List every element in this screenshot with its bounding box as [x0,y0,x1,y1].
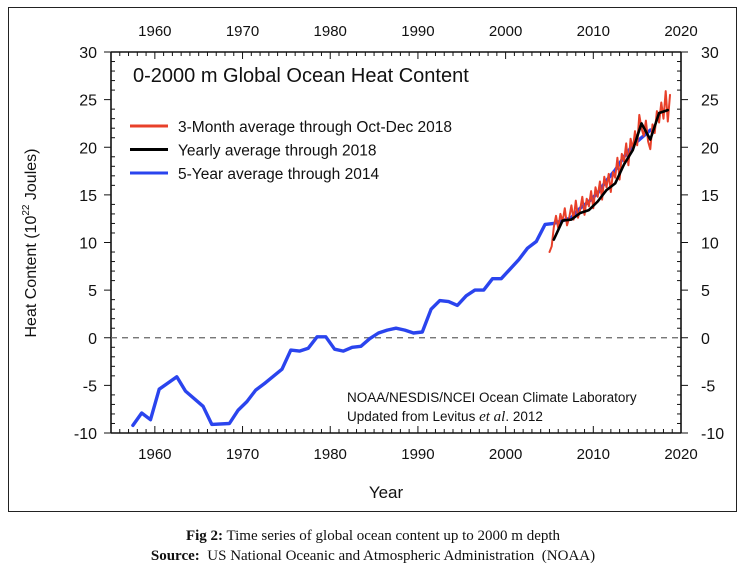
legend-item-yearly: Yearly average through 2018 [130,143,377,160]
y-tick-label-left: 10 [79,236,97,253]
x-axis-label: Year [369,483,404,502]
axes: 1960196019701970198019801990199020002000… [74,23,724,463]
source-caption: Source: US National Oceanic and Atmosphe… [0,548,746,565]
y-tick-label-left: -10 [74,426,97,443]
x-tick-label-bottom: 2010 [577,446,610,463]
x-tick-label-bottom: 2000 [489,446,522,463]
yearly-average-line [552,108,670,241]
y-tick-label-left: 20 [79,140,97,157]
y-tick-label-right: 5 [701,283,710,300]
annotation-line-1: NOAA/NESDIS/NCEI Ocean Climate Laborator… [347,390,637,405]
y-tick-label-right: -5 [701,378,715,395]
y-tick-label-left: 30 [79,45,97,62]
y-tick-label-right: 20 [701,140,719,157]
x-tick-label-bottom: 2020 [664,446,697,463]
x-tick-label-top: 2000 [489,23,522,40]
legend-label: 3-Month average through Oct-Dec 2018 [178,119,452,136]
x-tick-label-top: 1990 [401,23,434,40]
series-lines [131,90,671,428]
y-tick-label-right: -10 [701,426,724,443]
x-tick-label-bottom: 1960 [138,446,171,463]
y-tick-label-left: 0 [88,331,97,348]
legend-label: Yearly average through 2018 [178,143,377,160]
y-tick-label-left: -5 [83,378,97,395]
y-axis-label: Heat Content (1022 Joules) [21,148,40,337]
y-tick-label-right: 10 [701,236,719,253]
legend-label: 5-Year average through 2014 [178,166,379,183]
ocean-heat-chart: 1960196019701970198019801990199020002000… [21,23,724,502]
source-label: Source: [150,548,200,564]
x-tick-label-top: 1980 [314,23,347,40]
x-tick-label-top: 1970 [226,23,259,40]
x-tick-label-top: 1960 [138,23,171,40]
source-text: US National Oceanic and Atmospheric Admi… [199,548,596,564]
x-tick-label-top: 2020 [664,23,697,40]
legend: 3-Month average through Oct-Dec 2018 Year… [130,119,452,183]
figure-caption: Fig 2: Time series of global ocean conte… [0,528,746,545]
legend-item-three-month: 3-Month average through Oct-Dec 2018 [130,119,452,136]
y-tick-label-right: 15 [701,188,719,205]
y-tick-label-right: 30 [701,45,719,62]
fig-label: Fig 2: [185,528,224,544]
fig-text: Time series of global ocean content up t… [223,528,561,544]
y-tick-label-left: 25 [79,93,97,110]
y-tick-label-left: 5 [88,283,97,300]
y-tick-label-right: 0 [701,331,710,348]
legend-item-five-year: 5-Year average through 2014 [130,166,379,183]
x-tick-label-bottom: 1980 [314,446,347,463]
annotation-line-2: Updated from Levitus et al. 2012 [347,409,543,425]
x-tick-label-top: 2010 [577,23,610,40]
figure-frame [8,7,737,512]
chart-title: 0-2000 m Global Ocean Heat Content [133,65,469,87]
x-tick-label-bottom: 1990 [401,446,434,463]
y-tick-label-left: 15 [79,188,97,205]
x-tick-label-bottom: 1970 [226,446,259,463]
three-month-average-line [548,90,671,253]
y-tick-label-right: 25 [701,93,719,110]
